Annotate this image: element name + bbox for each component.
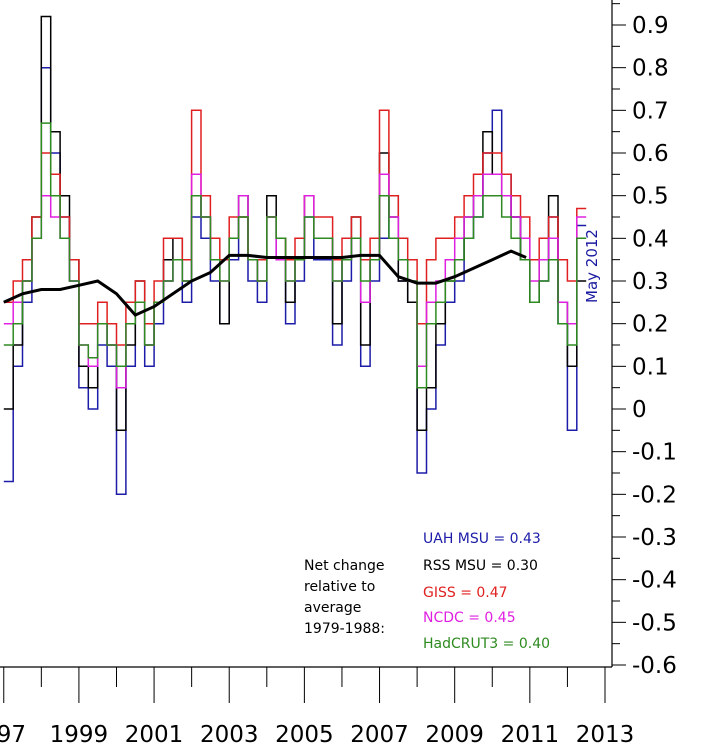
net-change-line-3: average (304, 600, 361, 616)
x-tick-label: 2003 (200, 722, 259, 748)
y-tick-label: 0 (632, 397, 647, 423)
y-tick-label: 0.7 (632, 98, 669, 124)
net-change-line-2: relative to (304, 579, 375, 595)
net-change-line-4: 1979-1988: (304, 621, 385, 637)
legend-item-ncdc: NCDC = 0.45 (423, 610, 516, 626)
legend: UAH MSU = 0.43 RSS MSU = 0.30 GISS = 0.4… (423, 531, 550, 652)
y-tick-label: 0.4 (632, 226, 669, 252)
period-label: May 2012 (583, 229, 601, 303)
series-line-running-mean (3, 249, 527, 317)
legend-item-hadcrut3: HadCRUT3 = 0.40 (423, 636, 550, 652)
y-tick-label: 0.9 (632, 13, 669, 39)
y-tick-label: -0.5 (632, 610, 677, 636)
x-tick-label: 97 (0, 722, 26, 748)
y-tick-label: -0.6 (632, 653, 677, 679)
series-line-1 (3, 15, 587, 432)
y-tick-label: -0.3 (632, 525, 677, 551)
legend-item-rss: RSS MSU = 0.30 (423, 558, 538, 574)
y-tick-label: -0.4 (632, 568, 677, 594)
y-tick-label: 0.2 (632, 312, 669, 338)
x-tick-label: 2009 (425, 722, 484, 748)
x-tick-label: 2011 (501, 722, 560, 748)
legend-item-giss: GISS = 0.47 (423, 585, 508, 601)
y-tick-label: -0.2 (632, 482, 677, 508)
y-tick-label: -0.1 (632, 440, 677, 466)
legend-item-uah: UAH MSU = 0.43 (423, 531, 541, 547)
series-line-2 (3, 109, 587, 346)
x-tick-label: 1999 (50, 722, 109, 748)
y-tick-label: 0.3 (632, 269, 669, 295)
x-tick-label: 2013 (576, 722, 635, 748)
y-tick-label: 0.5 (632, 184, 669, 210)
series-line-4 (3, 122, 587, 389)
y-tick-label: 0.6 (632, 141, 669, 167)
x-tick-label: 2001 (125, 722, 184, 748)
plot-lines (3, 15, 587, 496)
y-tick-label: 0.1 (632, 354, 669, 380)
x-axis: 97 1999 2001 2003 2005 2007 2009 2011 2013 (0, 666, 635, 748)
net-change-line-1: Net change (304, 558, 385, 574)
y-tick-label: 0.8 (632, 56, 669, 82)
y-axis: 0.9 0.8 0.7 0.6 0.5 0.4 0.3 0.2 0.1 0 -0.1 -0.2 -0.3… (611, 0, 677, 679)
net-change-note: Net change relative to average 1979-1988… (304, 558, 385, 637)
x-tick-label: 2007 (350, 722, 409, 748)
x-tick-label: 2005 (275, 722, 334, 748)
